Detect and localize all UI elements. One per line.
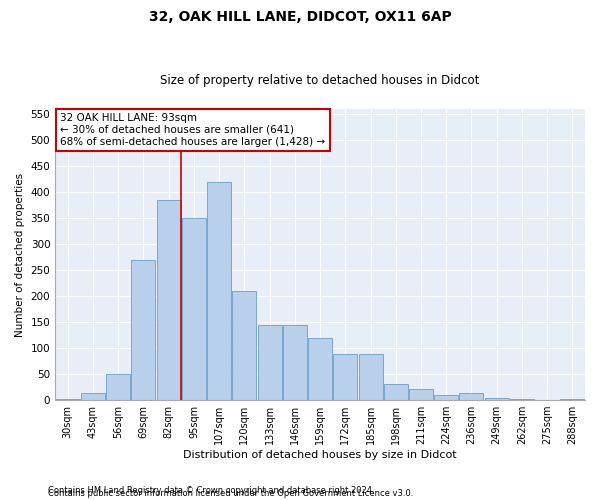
- Bar: [334, 354, 357, 400]
- Bar: [157, 200, 181, 400]
- Text: Contains HM Land Registry data © Crown copyright and database right 2024.: Contains HM Land Registry data © Crown c…: [48, 486, 374, 495]
- Bar: [510, 399, 534, 400]
- Bar: [560, 399, 584, 400]
- Bar: [409, 388, 433, 400]
- Bar: [257, 324, 281, 400]
- Bar: [359, 354, 383, 400]
- Bar: [56, 398, 80, 400]
- Y-axis label: Number of detached properties: Number of detached properties: [15, 172, 25, 336]
- Text: Contains public sector information licensed under the Open Government Licence v3: Contains public sector information licen…: [48, 490, 413, 498]
- Title: Size of property relative to detached houses in Didcot: Size of property relative to detached ho…: [160, 74, 480, 87]
- Bar: [182, 218, 206, 400]
- Bar: [485, 398, 509, 400]
- Bar: [131, 260, 155, 400]
- Bar: [308, 338, 332, 400]
- Bar: [283, 324, 307, 400]
- Bar: [106, 374, 130, 400]
- X-axis label: Distribution of detached houses by size in Didcot: Distribution of detached houses by size …: [183, 450, 457, 460]
- Bar: [434, 395, 458, 400]
- Bar: [232, 291, 256, 400]
- Text: 32 OAK HILL LANE: 93sqm
← 30% of detached houses are smaller (641)
68% of semi-d: 32 OAK HILL LANE: 93sqm ← 30% of detache…: [61, 114, 326, 146]
- Bar: [81, 394, 105, 400]
- Bar: [460, 394, 484, 400]
- Bar: [207, 182, 231, 400]
- Text: 32, OAK HILL LANE, DIDCOT, OX11 6AP: 32, OAK HILL LANE, DIDCOT, OX11 6AP: [149, 10, 451, 24]
- Bar: [384, 384, 408, 400]
